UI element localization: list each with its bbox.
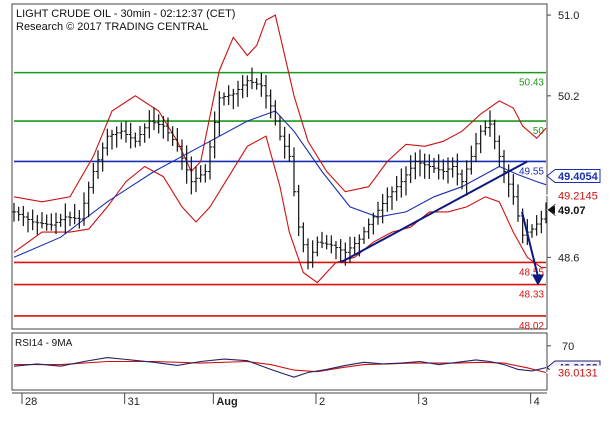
bollinger-upper-line — [13, 14, 547, 203]
price-badge-last-price-pointer — [547, 205, 555, 214]
x-tick-label: Aug — [216, 396, 237, 408]
level-label-48.33: 48.33 — [519, 290, 544, 301]
x-tick-label: 2 — [319, 396, 325, 408]
x-tick-label: 4 — [534, 396, 540, 408]
y-tick-label: 51.0 — [558, 10, 579, 22]
rsi-layer: RSI14 - 9MA 70 — [13, 338, 574, 378]
projection-arrow-shaft — [521, 211, 539, 277]
chart-title: LIGHT CRUDE OIL - 30min - 02:12:37 (CET) — [16, 8, 235, 20]
rsi-tick-label: 70 — [562, 341, 574, 353]
chart-subtitle: Research © 2017 TRADING CENTRAL — [16, 21, 209, 33]
price-badge-last-price-label: 49.07 — [558, 205, 586, 217]
x-tick-label: 31 — [128, 396, 140, 408]
level-label-48.02: 48.02 — [519, 321, 544, 332]
projection-arrow-head — [532, 274, 544, 286]
price-badge-moving-average-label: 49.4054 — [558, 171, 599, 183]
rsi-badge-rsi-ma-box — [546, 365, 601, 380]
axis-layer: 51.0 50.2 48.6 28 31 Aug 2 3 4 — [21, 10, 579, 408]
y-tick-label: 48.6 — [558, 252, 579, 264]
price-badge-last-price-inner — [550, 202, 601, 217]
rsi-title: RSI14 - 9MA — [15, 338, 73, 349]
bollinger-lower-line — [13, 135, 546, 284]
x-tick-label: 28 — [25, 396, 37, 408]
price-badge-bollinger-box — [546, 188, 601, 203]
rsi-badge-rsi-ma-label: 36.0131 — [558, 367, 598, 379]
level-label-50: 50 — [533, 126, 545, 137]
level-label-49.55: 49.55 — [519, 166, 544, 177]
trend-layer — [340, 160, 544, 286]
price-layer — [12, 67, 548, 270]
price-badge-moving-average-box — [546, 169, 601, 184]
rsi-line — [13, 357, 547, 378]
x-tick-label: 3 — [422, 396, 428, 408]
rising-trendline — [340, 160, 528, 264]
level-label-48.55: 48.55 — [519, 267, 544, 278]
level-label-50.43: 50.43 — [519, 78, 544, 89]
y-tick-label: 50.2 — [558, 91, 579, 103]
price-badge-bollinger-label: 49.2145 — [558, 190, 598, 202]
rsi-ma-line — [14, 360, 547, 374]
